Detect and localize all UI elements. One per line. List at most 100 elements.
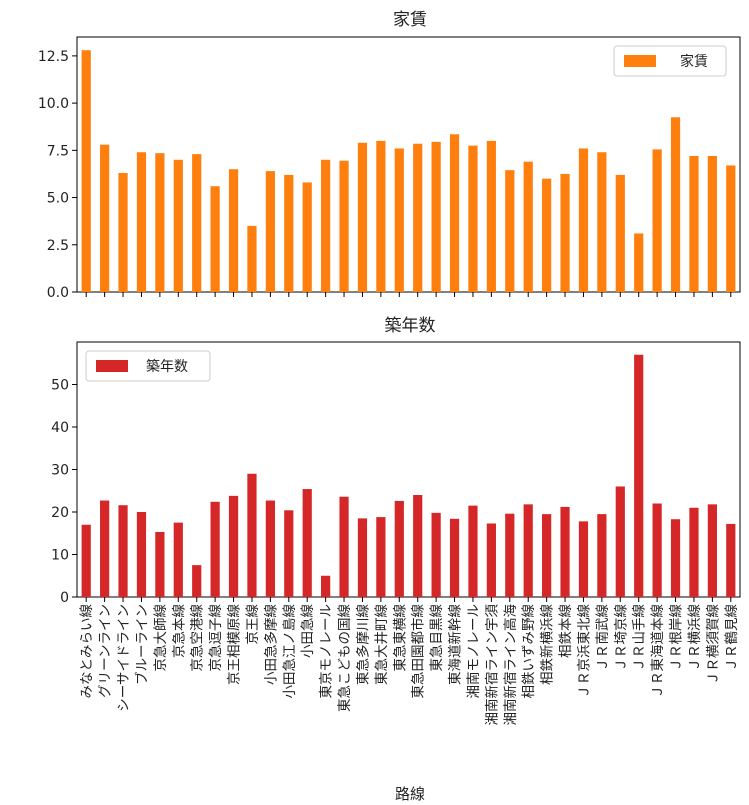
category-label: 東急田園都市線 <box>410 604 427 699</box>
age-bar <box>339 496 349 597</box>
rent-bar <box>615 174 625 292</box>
age-legend-swatch <box>96 360 128 372</box>
category-label: 小田急江ノ島線 <box>282 604 298 699</box>
age-bar <box>726 523 736 597</box>
rent-bar <box>265 171 275 292</box>
category-label: ＪＲ東海道本線 <box>650 604 666 699</box>
rent-bar <box>634 233 644 292</box>
rent-bar <box>321 159 331 292</box>
category-label: 東急目黒線 <box>429 604 445 672</box>
category-label: ＪＲ南武線 <box>595 604 611 672</box>
category-label: 相鉄新横浜線 <box>540 604 556 685</box>
rent-subplot: 家賃 0.0 2.5 5.0 7.5 10.0 12.5 家賃 <box>38 10 741 301</box>
rent-bar <box>339 160 349 292</box>
rent-bar <box>597 152 607 292</box>
rent-chart-title: 家賃 <box>393 10 427 30</box>
age-bar <box>284 510 294 597</box>
rent-bar <box>394 148 404 292</box>
age-bar <box>173 522 183 597</box>
rent-y-tick-label: 7.5 <box>47 143 69 159</box>
age-x-ticks <box>85 597 732 602</box>
category-label: 小田急線 <box>300 604 316 658</box>
age-bar <box>670 519 681 597</box>
age-y-ticks: 0 10 20 30 40 50 <box>51 378 77 606</box>
rent-bar <box>670 117 681 293</box>
age-bar <box>100 500 110 597</box>
rent-bar <box>302 182 312 292</box>
rent-legend-label: 家賃 <box>680 53 708 70</box>
category-label: みなとみらい線 <box>79 604 95 699</box>
category-label: 京急逗子線 <box>208 604 224 672</box>
rent-y-ticks: 0.0 2.5 5.0 7.5 10.0 12.5 <box>38 49 77 301</box>
rent-y-tick-label: 2.5 <box>47 238 69 254</box>
category-label: 湘南新宿ライン宇須 <box>483 604 500 726</box>
category-label: シーサイドライン <box>116 604 132 712</box>
age-bar <box>597 514 607 597</box>
category-label: 京王線 <box>245 604 261 645</box>
category-label: 東急大井町線 <box>374 604 390 685</box>
category-label: 京急大師線 <box>153 604 169 672</box>
category-label: 京急空港線 <box>190 604 206 672</box>
category-labels: みなとみらい線 グリーンライン シーサイドライン ブルーライン 京急大師線 京急本線 京急空… <box>79 604 740 726</box>
rent-bar <box>560 173 570 292</box>
age-bar <box>357 518 368 597</box>
rent-x-ticks <box>85 292 732 297</box>
rent-y-tick-label: 5.0 <box>47 191 69 207</box>
age-bar <box>265 500 275 597</box>
rent-bar <box>707 156 717 292</box>
rent-bar <box>689 156 699 292</box>
rent-legend-box <box>613 45 727 77</box>
age-bar <box>302 489 312 597</box>
category-label: 湘南新宿ライン高海 <box>502 604 519 726</box>
age-bar <box>652 503 662 597</box>
rent-bar <box>542 178 552 292</box>
rent-bars <box>81 50 736 293</box>
age-y-tick-label: 10 <box>51 548 69 564</box>
age-bar <box>634 354 644 597</box>
category-label: 東急多摩川線 <box>354 604 371 685</box>
rent-bar <box>100 144 110 292</box>
rent-bar <box>413 143 423 292</box>
age-bar <box>118 505 128 597</box>
age-bar <box>707 504 717 597</box>
age-bars <box>81 354 736 597</box>
age-bar <box>81 524 91 597</box>
age-bar <box>136 512 147 597</box>
category-label: 京急本線 <box>171 604 187 658</box>
age-bar <box>542 514 552 597</box>
age-bar <box>155 531 165 597</box>
age-bar <box>449 518 460 597</box>
rent-bar <box>136 152 147 292</box>
rent-bar <box>468 145 478 292</box>
age-bar <box>523 504 533 597</box>
age-bar <box>228 495 239 597</box>
category-label: ＪＲ根岸線 <box>669 604 685 672</box>
rent-bar <box>81 50 91 292</box>
age-chart-title: 築年数 <box>385 316 436 336</box>
category-label: ＪＲ横須賀線 <box>705 604 721 685</box>
age-bar <box>376 517 386 597</box>
age-bar <box>394 500 404 597</box>
age-bar <box>689 507 699 597</box>
rent-bar <box>652 149 662 292</box>
age-bar <box>505 513 515 597</box>
category-label: ＪＲ鶴見線 <box>723 604 740 672</box>
age-legend-label: 築年数 <box>146 359 188 375</box>
category-label: ＪＲ埼京線 <box>613 604 629 672</box>
category-label: ＪＲ山手線 <box>632 604 648 672</box>
age-legend: 築年数 <box>85 350 211 382</box>
age-bar <box>247 473 257 597</box>
age-bar <box>486 523 496 597</box>
rent-bar <box>173 159 183 292</box>
age-legend-box <box>85 350 211 382</box>
age-bar <box>413 495 423 597</box>
age-bar <box>578 521 589 597</box>
rent-bar <box>155 153 165 292</box>
category-label: 相鉄いずみ野線 <box>521 604 537 699</box>
age-bar <box>321 575 331 597</box>
category-label: 東京モノレール <box>319 604 335 699</box>
age-bar <box>468 505 478 597</box>
category-label: 相鉄本線 <box>558 604 574 658</box>
category-label: 東急東横線 <box>392 604 408 672</box>
